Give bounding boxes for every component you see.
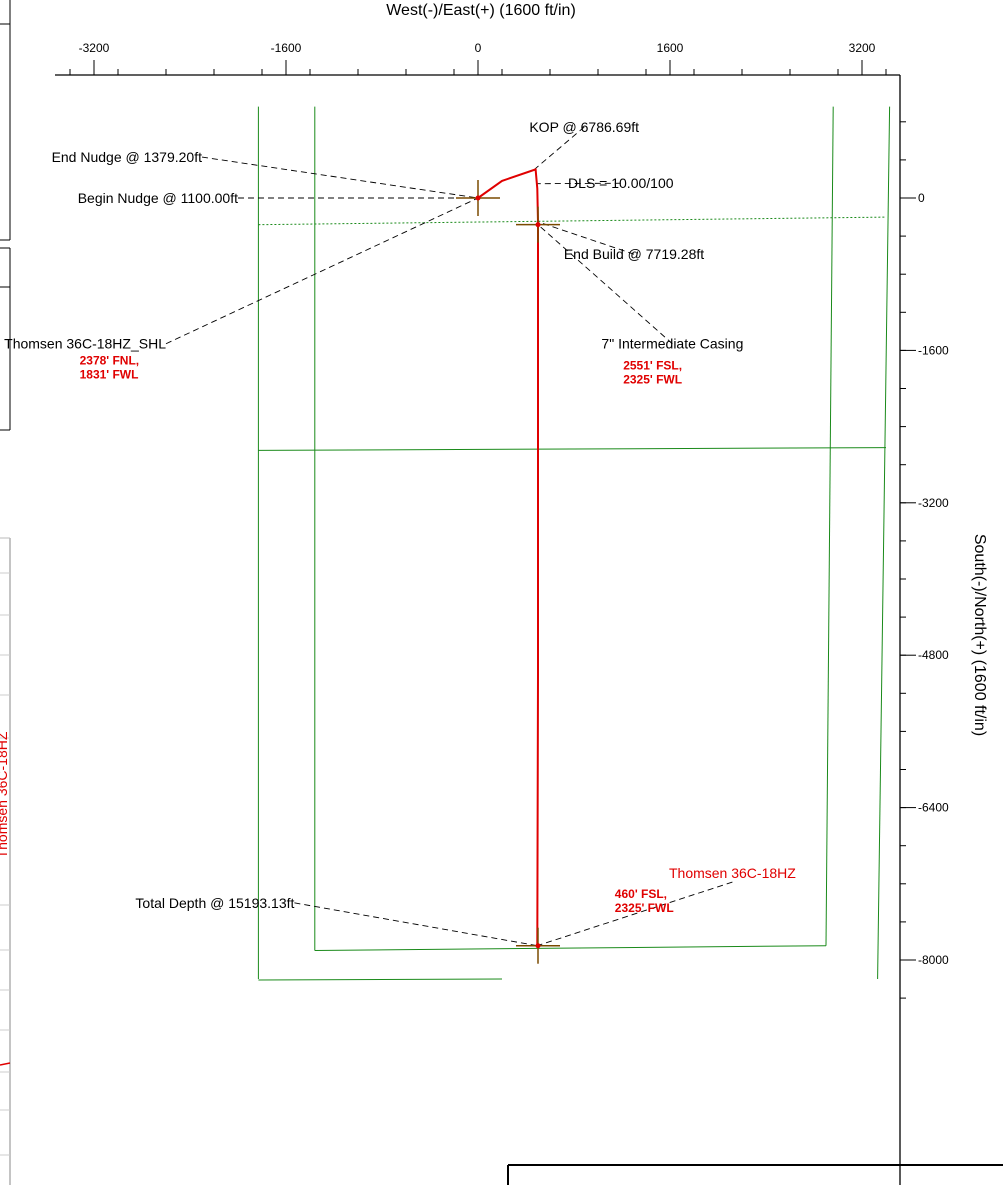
location-note: 2378' FNL, [80, 354, 140, 368]
annotation-leaders [165, 126, 733, 947]
annotation-label: End Nudge @ 1379.20ft [52, 149, 203, 165]
hardline-dotted [258, 216, 887, 226]
annotation-label: Begin Nudge @ 1100.00ft [78, 190, 238, 206]
annotation-label: Total Depth @ 15193.13ft [135, 895, 294, 911]
bottom-legend-box-fragment [507, 1164, 1003, 1185]
survey-markers [456, 180, 560, 964]
location-note: 2551' FSL, [623, 358, 682, 372]
lease-line [877, 106, 891, 980]
x-axis-ticks: -3200 -1600 0 1600 3200 [69, 41, 887, 75]
marker-dot [475, 195, 481, 201]
side-well-label: Thomsen 36C-18HZ [0, 731, 10, 858]
y-tick-label: -8000 [918, 953, 949, 967]
x-tick-label: -1600 [271, 41, 302, 55]
leader-line [537, 224, 673, 345]
x-tick-label: 0 [475, 41, 482, 55]
dotted-line [258, 216, 887, 226]
shl-marker [456, 180, 500, 216]
lease-line [258, 978, 503, 981]
annotation-label: 7" Intermediate Casing [601, 336, 743, 352]
location-note: 1831' FWL [80, 368, 139, 382]
annotation-label: DLS = 10.00/100 [568, 175, 674, 191]
marker-dot [535, 943, 541, 949]
leader-line [537, 221, 635, 255]
wellpath-group [477, 168, 539, 946]
leader-line [201, 156, 479, 199]
left-panel-fragments [0, 0, 11, 1185]
leader-line [537, 881, 733, 947]
y-tick-label: 0 [918, 191, 925, 205]
leader-line [165, 197, 479, 345]
end-build-marker [516, 206, 560, 243]
wellpath-line [477, 168, 539, 946]
leader-line [294, 902, 538, 947]
y-tick-label: -1600 [918, 343, 949, 357]
total-depth-marker [516, 927, 560, 964]
x-tick-label: 1600 [657, 41, 684, 55]
well-name-label: Thomsen 36C-18HZ [669, 865, 796, 881]
lease-line [825, 106, 834, 946]
y-tick-label: -4800 [918, 648, 949, 662]
annotation-labels: KOP @ 6786.69ft End Nudge @ 1379.20ft DLS … [4, 119, 796, 915]
lease-line [258, 447, 887, 451]
annotation-label: KOP @ 6786.69ft [529, 119, 639, 135]
y-axis-ticks: 0 -1600 -3200 -4800 -6400 -8000 [900, 121, 949, 999]
location-note: 2325' FWL [623, 372, 682, 386]
annotation-label: Thomsen 36C-18HZ_SHL [4, 336, 166, 352]
y-tick-label: -6400 [918, 801, 949, 815]
location-note: 2325' FWL [615, 901, 674, 915]
leader-line [534, 126, 585, 170]
annotation-label: End Build @ 7719.28ft [564, 246, 704, 262]
x-axis-label: West(-)/East(+) (1600 ft/in) [386, 2, 576, 19]
lease-lines [257, 106, 891, 981]
x-tick-label: 3200 [849, 41, 876, 55]
lease-line [314, 945, 827, 951]
y-tick-label: -3200 [918, 496, 949, 510]
marker-dot [535, 222, 541, 228]
y-axis-label: South(-)/North(+) (1600 ft/in) [971, 534, 988, 736]
location-note: 460' FSL, [615, 887, 667, 901]
x-tick-label: -3200 [79, 41, 110, 55]
